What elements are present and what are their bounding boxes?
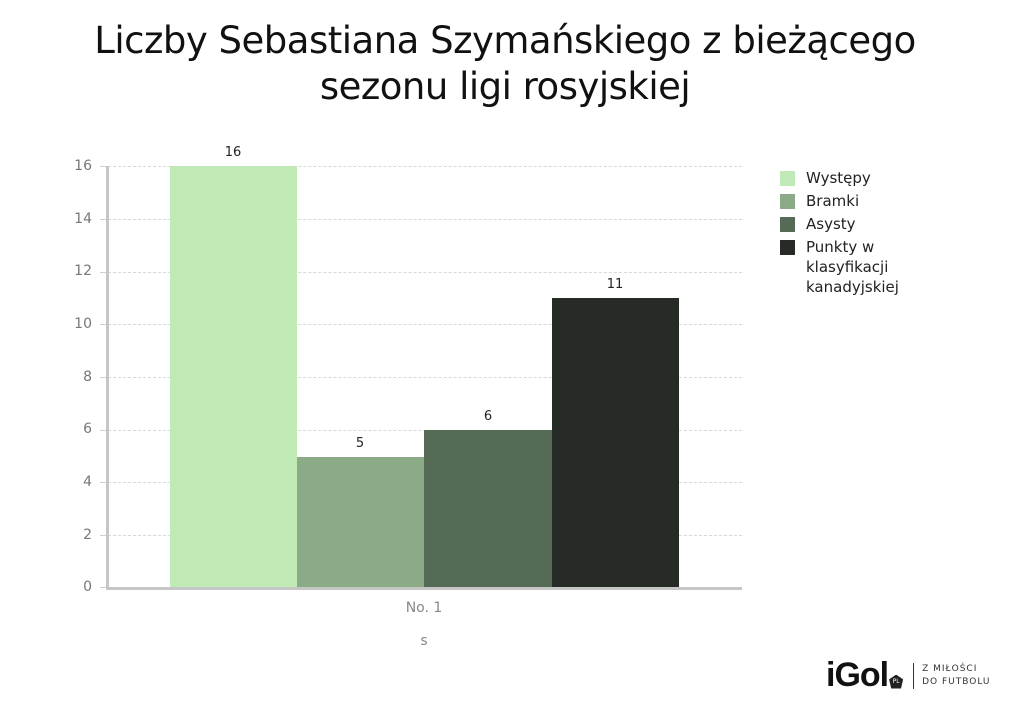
bar-value-label: 16 <box>224 145 242 160</box>
x-axis-title: s <box>420 633 428 649</box>
gridline <box>108 324 742 325</box>
legend-item-bramki[interactable]: Bramki <box>780 191 926 211</box>
legend-label: Asysty <box>806 215 856 233</box>
x-category-label: No. 1 <box>405 600 443 616</box>
chart-title: Liczby Sebastiana Szymańskiego z bieżące… <box>0 18 1010 110</box>
chart-title-line2: sezonu ligi rosyjskiej <box>319 65 691 108</box>
logo-badge-icon: PL <box>889 674 904 689</box>
y-tick-mark <box>100 587 108 588</box>
y-tick-label: 4 <box>83 474 92 490</box>
bar-wystepy[interactable] <box>170 166 297 587</box>
legend-swatch <box>780 171 795 186</box>
igol-logo: iGol PL Z MIŁOŚCI DO FUTBOLU <box>826 656 991 695</box>
legend-swatch <box>780 240 795 255</box>
gridline <box>108 272 742 273</box>
y-tick-label: 8 <box>83 369 92 385</box>
y-tick-mark <box>100 377 108 378</box>
y-tick-mark <box>100 272 108 273</box>
bar-asysty[interactable] <box>424 430 552 587</box>
y-tick-label: 10 <box>74 316 92 332</box>
y-tick-label: 2 <box>83 527 92 543</box>
bar-value-label: 6 <box>483 409 493 424</box>
legend-label: Występy <box>806 169 871 187</box>
chart-title-line1: Liczby Sebastiana Szymańskiego z bieżące… <box>94 19 916 62</box>
y-tick-label: 14 <box>74 211 92 227</box>
y-tick-label: 16 <box>74 158 92 174</box>
legend: Występy Bramki Asysty Punkty w klasyfika… <box>780 168 926 300</box>
bar-bramki[interactable] <box>297 457 424 587</box>
legend-swatch <box>780 217 795 232</box>
y-axis-line <box>106 166 109 590</box>
logo-tagline-line1: Z MIŁOŚCI <box>922 663 978 674</box>
logo-divider <box>913 662 915 689</box>
y-tick-label: 6 <box>83 421 92 437</box>
legend-item-punkty[interactable]: Punkty w klasyfikacji kanadyjskiej <box>780 237 926 297</box>
y-tick-label: 0 <box>83 579 92 595</box>
y-tick-label: 12 <box>74 263 92 279</box>
gridline <box>108 377 742 378</box>
y-tick-mark <box>100 482 108 483</box>
legend-swatch <box>780 194 795 209</box>
legend-item-wystepy[interactable]: Występy <box>780 168 926 188</box>
y-tick-mark <box>100 166 108 167</box>
legend-item-asysty[interactable]: Asysty <box>780 214 926 234</box>
legend-label: Bramki <box>806 192 860 210</box>
logo-brand: iGol <box>826 656 889 694</box>
y-tick-mark <box>100 535 108 536</box>
y-tick-mark <box>100 219 108 220</box>
logo-tagline: Z MIŁOŚCI DO FUTBOLU <box>922 663 990 689</box>
bar-punkty[interactable] <box>552 298 679 587</box>
legend-label: Punkty w klasyfikacji kanadyjskiej <box>806 238 899 296</box>
bar-value-label: 11 <box>606 277 624 292</box>
gridline <box>108 166 742 167</box>
y-tick-mark <box>100 430 108 431</box>
bar-value-label: 5 <box>355 436 365 451</box>
logo-tagline-line2: DO FUTBOLU <box>922 676 991 687</box>
x-axis-line <box>106 587 742 590</box>
y-tick-mark <box>100 324 108 325</box>
gridline <box>108 219 742 220</box>
